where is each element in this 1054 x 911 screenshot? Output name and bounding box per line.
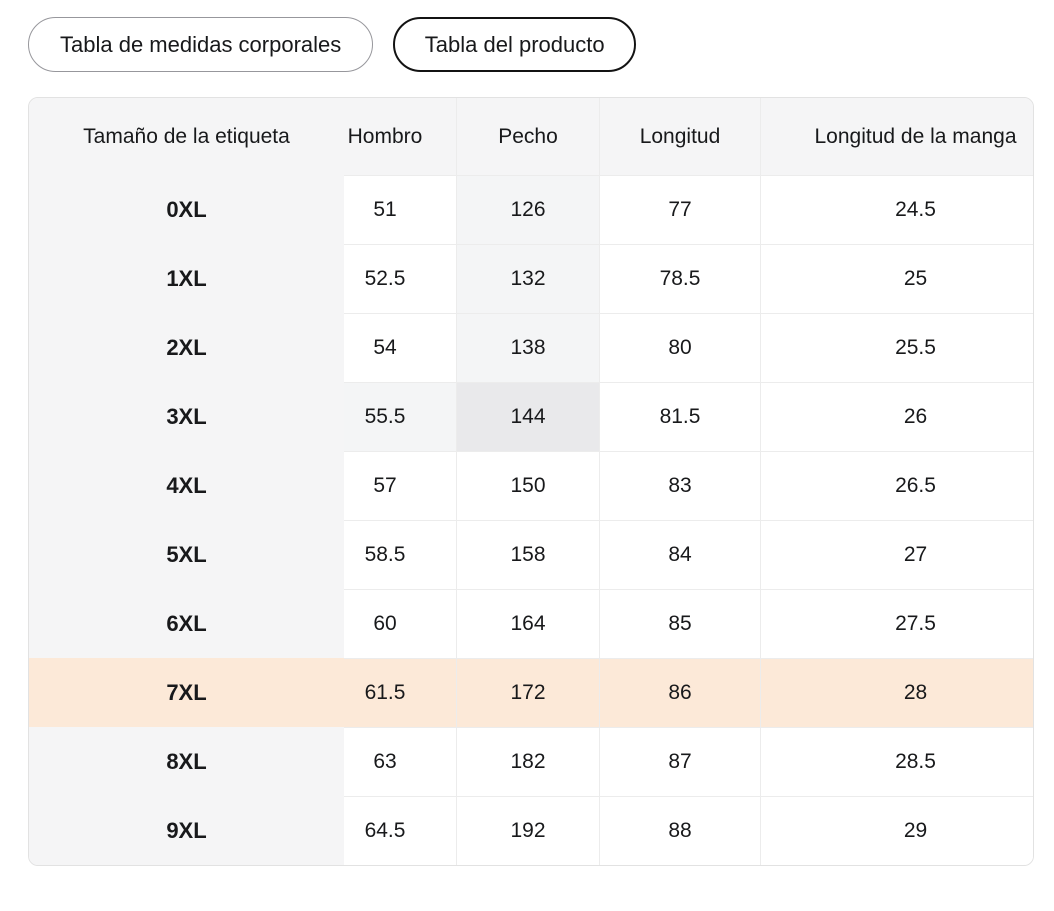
cell-longitud[interactable]: 81.5: [599, 382, 760, 451]
cell-longitud[interactable]: 87: [599, 727, 760, 796]
cell-manga[interactable]: 29: [760, 796, 1033, 865]
cell-manga[interactable]: 28: [760, 658, 1033, 727]
table-row-8xl: 8XL 63 182 87 28.5: [29, 727, 1033, 796]
cell-pecho[interactable]: 132: [456, 244, 599, 313]
cell-pecho[interactable]: 138: [456, 313, 599, 382]
cell-pecho[interactable]: 150: [456, 451, 599, 520]
header-longitud-manga: Longitud de la manga: [760, 98, 1033, 175]
cell-pecho[interactable]: 164: [456, 589, 599, 658]
cell-longitud[interactable]: 88: [599, 796, 760, 865]
table-row-5xl: 5XL 58.5 158 84 27: [29, 520, 1033, 589]
size-label: 9XL: [29, 796, 344, 865]
table-row-3xl: 3XL 55.5 144 81.5 26: [29, 382, 1033, 451]
size-table: Tamaño de la etiqueta Hombro Pecho Longi…: [29, 98, 1033, 865]
cell-longitud[interactable]: 83: [599, 451, 760, 520]
size-label: 7XL: [29, 658, 344, 727]
header-row: Tamaño de la etiqueta Hombro Pecho Longi…: [29, 98, 1033, 175]
cell-manga[interactable]: 27: [760, 520, 1033, 589]
size-chart-tabs: Tabla de medidas corporales Tabla del pr…: [28, 17, 1054, 72]
header-longitud: Longitud: [599, 98, 760, 175]
cell-manga[interactable]: 25: [760, 244, 1033, 313]
tab-product-measurements[interactable]: Tabla del producto: [393, 17, 637, 72]
cell-longitud[interactable]: 77: [599, 175, 760, 244]
cell-longitud[interactable]: 84: [599, 520, 760, 589]
size-label: 6XL: [29, 589, 344, 658]
header-label-size: Tamaño de la etiqueta: [29, 98, 344, 175]
table-row-6xl: 6XL 60 164 85 27.5: [29, 589, 1033, 658]
size-table-card: Tamaño de la etiqueta Hombro Pecho Longi…: [28, 97, 1034, 866]
cell-pecho[interactable]: 172: [456, 658, 599, 727]
size-label: 5XL: [29, 520, 344, 589]
cell-manga[interactable]: 25.5: [760, 313, 1033, 382]
cell-longitud[interactable]: 86: [599, 658, 760, 727]
table-row-0xl: 0XL 51 126 77 24.5: [29, 175, 1033, 244]
cell-manga[interactable]: 28.5: [760, 727, 1033, 796]
cell-pecho[interactable]: 182: [456, 727, 599, 796]
size-label: 8XL: [29, 727, 344, 796]
cell-manga[interactable]: 26.5: [760, 451, 1033, 520]
tab-body-measurements[interactable]: Tabla de medidas corporales: [28, 17, 374, 72]
table-row-9xl: 9XL 64.5 192 88 29: [29, 796, 1033, 865]
cell-manga[interactable]: 26: [760, 382, 1033, 451]
size-table-scroll-area[interactable]: Tamaño de la etiqueta Hombro Pecho Longi…: [29, 98, 1033, 865]
table-row-1xl: 1XL 52.5 132 78.5 25: [29, 244, 1033, 313]
cell-longitud[interactable]: 85: [599, 589, 760, 658]
size-label: 2XL: [29, 313, 344, 382]
size-label: 3XL: [29, 382, 344, 451]
cell-longitud[interactable]: 80: [599, 313, 760, 382]
size-label: 0XL: [29, 175, 344, 244]
size-label: 4XL: [29, 451, 344, 520]
cell-manga[interactable]: 27.5: [760, 589, 1033, 658]
cell-pecho-hovered[interactable]: 144: [456, 382, 599, 451]
header-pecho: Pecho: [456, 98, 599, 175]
cell-manga[interactable]: 24.5: [760, 175, 1033, 244]
cell-longitud[interactable]: 78.5: [599, 244, 760, 313]
table-row-4xl: 4XL 57 150 83 26.5: [29, 451, 1033, 520]
cell-pecho[interactable]: 192: [456, 796, 599, 865]
cell-pecho[interactable]: 158: [456, 520, 599, 589]
table-row-7xl-selected: 7XL 61.5 172 86 28: [29, 658, 1033, 727]
table-row-2xl: 2XL 54 138 80 25.5: [29, 313, 1033, 382]
size-label: 1XL: [29, 244, 344, 313]
cell-pecho[interactable]: 126: [456, 175, 599, 244]
